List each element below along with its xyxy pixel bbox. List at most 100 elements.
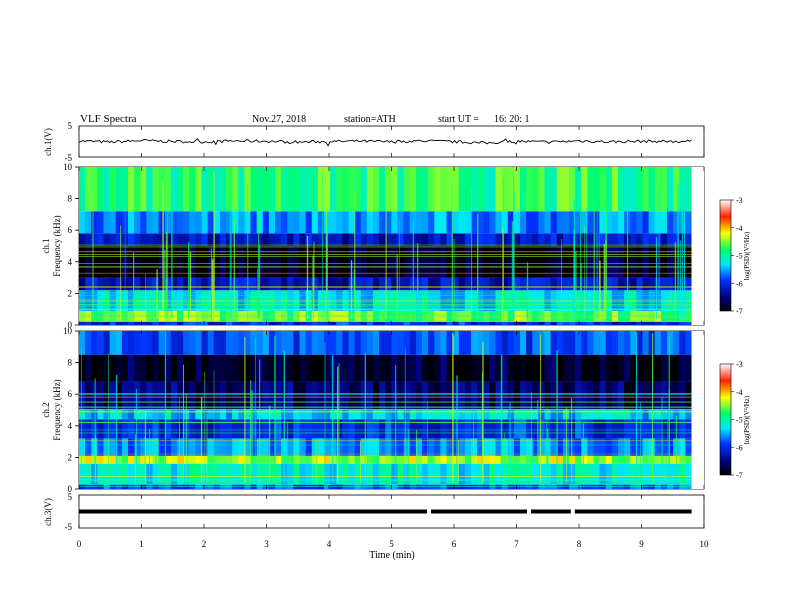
spectrogram-cell bbox=[428, 410, 435, 420]
spectrogram-cell bbox=[440, 233, 447, 246]
spectrogram-cell bbox=[526, 233, 533, 246]
spectrogram-cell bbox=[207, 410, 215, 420]
spectrogram-cell bbox=[495, 321, 503, 325]
spectrogram-cell bbox=[660, 321, 668, 325]
spectrogram-cell bbox=[293, 246, 300, 278]
spectrogram-cell bbox=[648, 331, 656, 355]
spectrogram-cell bbox=[342, 277, 349, 291]
spectrogram-cell bbox=[140, 233, 147, 246]
spectrogram-cell bbox=[446, 211, 454, 234]
spectrogram-cell bbox=[526, 419, 533, 439]
spectrogram-cell bbox=[305, 410, 313, 420]
spectrogram-cell bbox=[679, 455, 686, 464]
spectrogram-cell bbox=[85, 455, 92, 464]
spectrogram-cell bbox=[262, 310, 270, 322]
spectrogram-cell bbox=[293, 167, 300, 212]
spectrogram-cell bbox=[526, 410, 533, 420]
spectrogram-cell bbox=[115, 290, 123, 311]
spectrogram-cell bbox=[213, 410, 221, 420]
spectrogram-cell bbox=[599, 321, 607, 325]
spectrogram-cell bbox=[97, 246, 104, 278]
spectrogram-cell bbox=[507, 211, 515, 234]
colorbar-tick-label: -7 bbox=[736, 471, 743, 480]
start-ut-label: start UT = bbox=[438, 114, 480, 125]
spectrogram-cell bbox=[422, 290, 429, 311]
spectrogram-cell bbox=[268, 167, 276, 212]
spectrogram-cell bbox=[556, 310, 564, 322]
spectrogram-cell bbox=[569, 381, 576, 410]
spectrogram-cell bbox=[195, 381, 202, 410]
time-tick-label: 10 bbox=[700, 539, 710, 549]
ch3-signal-segment bbox=[531, 509, 571, 514]
spectrogram-cell bbox=[660, 438, 668, 456]
spectrogram-cell bbox=[611, 211, 619, 234]
spectrogram-cell bbox=[667, 233, 674, 246]
spectrogram-cell bbox=[599, 381, 607, 410]
spectrogram-cell bbox=[115, 246, 123, 278]
spectrogram-cell bbox=[507, 410, 515, 420]
spectrogram-cell bbox=[452, 321, 460, 325]
spectrogram-cell bbox=[91, 354, 98, 382]
spectrogram-cell bbox=[618, 381, 625, 410]
spectrogram-cell bbox=[311, 233, 319, 246]
spectrogram-cell bbox=[128, 246, 135, 278]
spectrogram-cell bbox=[91, 233, 98, 246]
spectrogram-cell bbox=[177, 310, 184, 322]
spectrogram-cell bbox=[569, 463, 576, 485]
spectrogram-cell bbox=[299, 381, 307, 410]
spectrogram-cell bbox=[587, 310, 594, 322]
spectrogram-cell bbox=[618, 419, 625, 439]
spectrogram-cell bbox=[440, 246, 447, 278]
spectrogram-cell bbox=[293, 321, 300, 325]
spectrogram-cell bbox=[409, 381, 417, 410]
spectrogram-cell bbox=[366, 419, 374, 439]
spectrogram-cell bbox=[446, 310, 454, 322]
spectrogram-cell bbox=[146, 321, 153, 325]
spectrogram-cell bbox=[630, 310, 637, 322]
spectrogram-cell bbox=[219, 419, 227, 439]
spectrogram-cell bbox=[526, 167, 533, 212]
spectrogram-cell bbox=[464, 246, 472, 278]
spectrogram-cell bbox=[648, 381, 656, 410]
spectrogram-cell bbox=[599, 211, 607, 234]
spectrogram-cell bbox=[140, 419, 147, 439]
spectrogram-cell bbox=[630, 438, 637, 456]
spectrogram-cell bbox=[403, 246, 411, 278]
spectrogram-cell bbox=[520, 277, 527, 291]
spectrogram-cell bbox=[189, 354, 196, 382]
spectrogram-cell bbox=[569, 455, 576, 464]
spectrogram-cell bbox=[630, 419, 637, 439]
spectrogram-cell bbox=[391, 455, 398, 464]
spectrogram-cell bbox=[434, 410, 441, 420]
spectrogram-cell bbox=[164, 463, 172, 485]
spectrogram-cell bbox=[330, 290, 337, 311]
spectrogram-cell bbox=[103, 331, 111, 355]
spectrogram-cell bbox=[685, 354, 692, 382]
spectrogram-cell bbox=[575, 354, 582, 382]
spectrogram-cell bbox=[538, 321, 545, 325]
spectrogram-cell bbox=[195, 321, 202, 325]
spectrogram-cell bbox=[152, 211, 160, 234]
spectrogram-cell bbox=[440, 211, 447, 234]
spectrogram-cell bbox=[483, 246, 490, 278]
spectrogram-cell bbox=[293, 290, 300, 311]
spectrogram-cell bbox=[152, 321, 160, 325]
spectrogram-cell bbox=[630, 354, 637, 382]
spectrogram-cell bbox=[360, 463, 368, 485]
spectrogram-cell bbox=[636, 438, 643, 456]
spectrogram-cell bbox=[446, 354, 454, 382]
spectrogram-cell bbox=[158, 167, 166, 212]
spectrogram-cell bbox=[526, 331, 533, 355]
time-tick-label: 3 bbox=[264, 539, 269, 549]
spectrogram-cell bbox=[477, 211, 484, 234]
spectrogram-cell bbox=[115, 167, 123, 212]
spectrogram-cell bbox=[605, 419, 613, 439]
spectrogram-cell bbox=[599, 410, 607, 420]
spectrogram-cell bbox=[520, 463, 527, 485]
spectrogram-blank bbox=[691, 331, 704, 489]
spectrogram-cell bbox=[422, 167, 429, 212]
spectrogram-cell bbox=[636, 211, 643, 234]
spectrogram-cell bbox=[520, 331, 527, 355]
spectrogram-cell bbox=[275, 419, 282, 439]
spectrogram-cell bbox=[507, 167, 515, 212]
